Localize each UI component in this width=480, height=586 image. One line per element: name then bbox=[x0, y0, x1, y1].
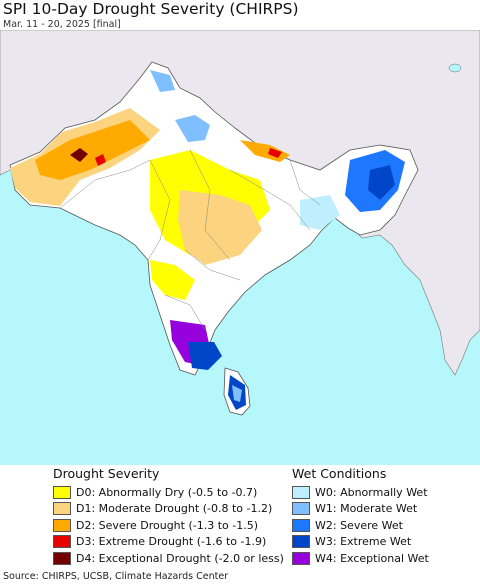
d3-north bbox=[268, 148, 282, 158]
legend-item-d1: D1: Moderate Drought (-0.8 to -1.2) bbox=[53, 501, 284, 518]
d3-west bbox=[95, 154, 106, 166]
w0-east bbox=[300, 195, 340, 230]
legend-wet-heading: Wet Conditions bbox=[292, 466, 387, 481]
legend-drought: Drought Severity D0: Abnormally Dry (-0.… bbox=[53, 466, 284, 567]
w3-south bbox=[188, 342, 222, 370]
swatch-d4 bbox=[53, 551, 71, 565]
d4-west bbox=[70, 148, 88, 162]
swatch-d1 bbox=[53, 502, 71, 516]
source-credit: Source: CHIRPS, UCSB, Climate Hazards Ce… bbox=[3, 571, 229, 582]
w1-north bbox=[175, 115, 210, 142]
swatch-w2 bbox=[292, 518, 310, 532]
legend: Drought Severity D0: Abnormally Dry (-0.… bbox=[0, 466, 480, 566]
swatch-w3 bbox=[292, 535, 310, 549]
admin-borders bbox=[59, 149, 321, 331]
swatch-d2 bbox=[53, 518, 71, 532]
legend-item-w3: W3: Extreme Wet bbox=[292, 534, 429, 551]
swatch-w4 bbox=[292, 551, 310, 565]
legend-item-d3: D3: Extreme Drought (-1.6 to -1.9) bbox=[53, 534, 284, 551]
legend-wet: Wet Conditions W0: Abnormally Wet W1: Mo… bbox=[292, 466, 429, 567]
map-subtitle: Mar. 11 - 20, 2025 [final] bbox=[3, 19, 121, 30]
legend-drought-heading: Drought Severity bbox=[53, 466, 160, 481]
swatch-d3 bbox=[53, 535, 71, 549]
swatch-w0 bbox=[292, 485, 310, 499]
legend-item-d4: D4: Exceptional Drought (-2.0 or less) bbox=[53, 550, 284, 567]
map-title: SPI 10-Day Drought Severity (CHIRPS) bbox=[3, 0, 299, 18]
legend-item-w1: W1: Moderate Wet bbox=[292, 501, 429, 518]
legend-item-d0: D0: Abnormally Dry (-0.5 to -0.7) bbox=[53, 484, 284, 501]
drought-map bbox=[0, 30, 480, 465]
d0-south bbox=[150, 260, 195, 300]
legend-item-d2: D2: Severe Drought (-1.3 to -1.5) bbox=[53, 517, 284, 534]
w1-srilanka bbox=[232, 385, 242, 402]
swatch-w1 bbox=[292, 502, 310, 516]
w3-northeast bbox=[368, 165, 395, 200]
d2-west bbox=[35, 120, 150, 180]
legend-item-w2: W2: Severe Wet bbox=[292, 517, 429, 534]
w1-kashmir bbox=[150, 70, 175, 92]
lake bbox=[448, 63, 462, 73]
legend-item-w4: W4: Exceptional Wet bbox=[292, 550, 429, 567]
legend-item-w0: W0: Abnormally Wet bbox=[292, 484, 429, 501]
d1-central bbox=[178, 190, 262, 265]
swatch-d0 bbox=[53, 485, 71, 499]
map-shading bbox=[10, 70, 405, 410]
